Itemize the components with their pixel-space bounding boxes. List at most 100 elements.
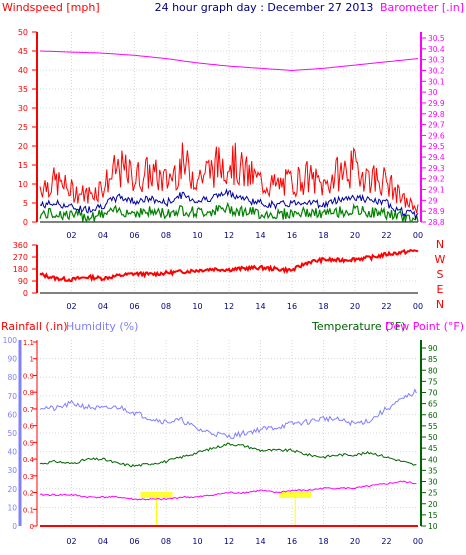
direction-tick-label: 180	[13, 265, 28, 274]
wind-tick-label: 40	[18, 66, 28, 75]
wind-tick-label: 15	[18, 161, 28, 170]
temperature-tick-label: 55	[428, 422, 438, 431]
temperature-series	[39, 388, 418, 527]
temperature-grid	[40, 340, 418, 527]
x-tick-label: 10	[192, 231, 202, 240]
temperature-panel: Rainfall (.in) Humidity (%) Temperature …	[1, 320, 464, 546]
barometer-tick-label: 28.8	[428, 218, 445, 227]
rainfall-tick-label: 0.8	[23, 389, 34, 397]
humidity-tick-label: 20	[7, 485, 17, 494]
wind-tick-label: 50	[18, 28, 28, 37]
temperature-tick-label: 75	[428, 377, 438, 386]
wind-tick-label: 10	[18, 180, 28, 189]
barometer-tick-label: 29.9	[428, 99, 445, 108]
temperature-tick-label: 35	[428, 466, 438, 475]
direction-series	[39, 248, 419, 283]
barometer-tick-label: 29.2	[428, 175, 445, 184]
wind-panel: Windspeed [mph] 24 hour graph day : Dece…	[2, 1, 464, 240]
x-tick-label: 12	[224, 537, 234, 546]
humidity-tick-label: 100	[3, 336, 18, 345]
temperature-tick-label: 65	[428, 400, 438, 409]
barometer-tick-label: 30	[428, 88, 438, 97]
humidity-tick-label: 40	[7, 448, 17, 457]
rain-marker-label	[140, 492, 173, 498]
x-tick-label: 14	[255, 302, 265, 311]
humidity-axis-title: Humidity (%)	[66, 320, 138, 333]
temperature-tick-label: 20	[428, 500, 438, 509]
x-tick-label: 00	[413, 302, 423, 311]
rainfall-tick-label: 0.7	[23, 406, 34, 414]
x-tick-label: 18	[318, 302, 328, 311]
windspeed-line	[39, 142, 419, 214]
humidity-tick-label: 80	[7, 373, 17, 382]
rainfall-tick-label: 1.1	[23, 339, 34, 347]
wind-series	[39, 50, 419, 224]
x-tick-label: 16	[287, 231, 297, 240]
wind-axis-title: Windspeed [mph]	[2, 1, 100, 14]
humidity-y-axis: 0 10 20 30 40 50 60 70 80 90 100	[3, 336, 22, 531]
chart-title: 24 hour graph day : December 27 2013	[155, 1, 374, 14]
x-tick-label: 02	[66, 231, 76, 240]
compass-label: E	[437, 283, 444, 296]
temperature-tick-label: 30	[428, 478, 438, 487]
compass-label: N	[436, 298, 444, 311]
barometer-tick-label: 30.2	[428, 66, 445, 75]
rainfall-tick-label: 0.3	[23, 473, 34, 481]
x-tick-label: 12	[224, 302, 234, 311]
humidity-line	[39, 388, 417, 440]
x-tick-label: 08	[161, 302, 171, 311]
temperature-tick-label: 10	[428, 522, 438, 531]
temperature-line	[39, 442, 417, 468]
direction-tick-label: 360	[13, 241, 28, 250]
x-tick-label: 06	[129, 231, 139, 240]
temperature-tick-label: 50	[428, 433, 438, 442]
rainfall-tick-label: 1	[30, 356, 34, 364]
temperature-tick-label: 45	[428, 444, 438, 453]
x-tick-label: 20	[350, 537, 360, 546]
direction-tick-label: 90	[18, 277, 28, 286]
x-tick-label: 14	[255, 537, 265, 546]
rainfall-tick-label: 0.4	[23, 456, 35, 464]
barometer-tick-label: 30.3	[428, 56, 445, 65]
barometer-tick-label: 29.8	[428, 110, 445, 119]
wind-tick-label: 35	[18, 85, 28, 94]
barometer-tick-label: 29.1	[428, 186, 445, 195]
barometer-tick-label: 30.1	[428, 77, 445, 86]
x-tick-label: 04	[98, 537, 108, 546]
barometer-tick-label: 29.6	[428, 131, 445, 140]
wind-x-axis: 02 04 06 08 10 12 14 16 18 20 22 00	[66, 231, 423, 240]
compass-label: W	[435, 253, 446, 266]
barometer-tick-label: 28.9	[428, 207, 445, 216]
wind-tick-label: 45	[18, 47, 28, 56]
direction-y-axis: 0 90 180 270 360	[13, 241, 38, 298]
humidity-tick-label: 0	[12, 522, 17, 531]
rainfall-tick-label: 0.5	[23, 439, 34, 447]
compass-label: N	[436, 238, 444, 251]
x-tick-label: 22	[381, 231, 391, 240]
x-tick-label: 18	[318, 537, 328, 546]
x-tick-label: 16	[287, 537, 297, 546]
temperature-tick-label: 15	[428, 511, 438, 520]
temperature-tick-label: 90	[428, 344, 438, 353]
humidity-tick-label: 60	[7, 410, 17, 419]
temperature-x-axis: 02 04 06 08 10 12 14 16 18 20 22 00	[66, 537, 423, 546]
barometer-tick-label: 29.7	[428, 121, 445, 130]
wind-y-axis: 0 5 10 15 20 25 30 35 40 45 50	[18, 28, 38, 227]
x-tick-label: 10	[192, 537, 202, 546]
temperature-tick-label: 25	[428, 489, 438, 498]
rainfall-y-axis: 0 0.1 0.2 0.3 0.4 0.5 0.6 0.7 0.8 0.9 1 1.1	[23, 339, 38, 531]
rainfall-tick-label: 0.2	[23, 490, 34, 498]
humidity-tick-label: 10	[7, 503, 17, 512]
rainfall-tick-label: 0	[30, 523, 34, 531]
rainfall-axis-title: Rainfall (.in)	[1, 320, 68, 333]
humidity-tick-label: 70	[7, 392, 17, 401]
wind-tick-label: 30	[18, 104, 28, 113]
barometer-tick-label: 29.5	[428, 142, 445, 151]
x-tick-label: 22	[381, 302, 391, 311]
x-tick-label: 04	[98, 231, 108, 240]
x-tick-label: 10	[192, 302, 202, 311]
